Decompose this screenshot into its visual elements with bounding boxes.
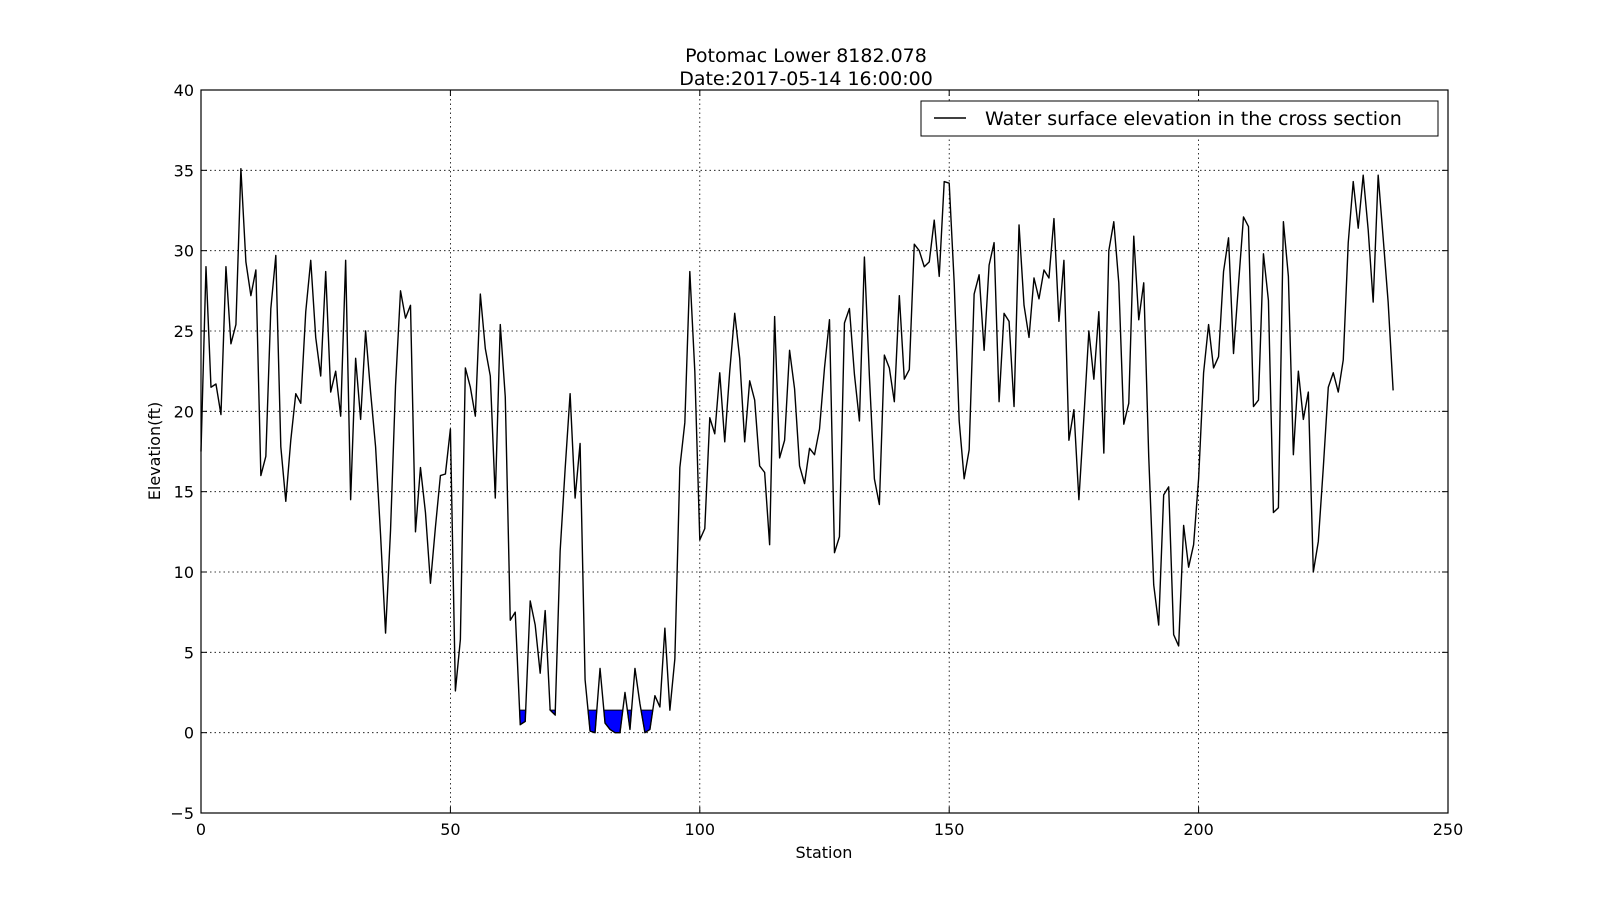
y-tick-label: 15 — [174, 483, 194, 502]
y-tick-label: 25 — [174, 322, 194, 341]
y-tick-label: 30 — [174, 242, 194, 261]
x-tick-label: 50 — [440, 820, 460, 839]
x-tick-label: 150 — [934, 820, 965, 839]
x-tick-label: 200 — [1183, 820, 1214, 839]
x-tick-label: 250 — [1433, 820, 1464, 839]
x-tick-label: 100 — [685, 820, 716, 839]
chart-title: Potomac Lower 8182.078 — [685, 45, 927, 67]
y-tick-label: 0 — [184, 724, 194, 743]
legend: Water surface elevation in the cross sec… — [920, 100, 1439, 137]
y-tick-label: 20 — [174, 402, 194, 421]
legend-entry-label: Water surface elevation in the cross sec… — [985, 108, 1402, 130]
x-tick-label: 0 — [196, 820, 206, 839]
series-lines — [200, 168, 1394, 734]
plot-area-frame — [200, 89, 1449, 814]
legend-box — [920, 100, 1439, 137]
y-axis-label: Elevation(ft) — [145, 402, 164, 500]
y-tick-label: 40 — [174, 81, 194, 100]
series-line — [200, 168, 1394, 734]
y-tick-label: 5 — [184, 643, 194, 662]
x-axis-label: Station — [796, 843, 853, 862]
y-tick-label: −5 — [170, 804, 194, 823]
chart-subtitle: Date:2017-05-14 16:00:00 — [679, 68, 933, 90]
y-tick-label: 10 — [174, 563, 194, 582]
y-tick-label: 35 — [174, 161, 194, 180]
